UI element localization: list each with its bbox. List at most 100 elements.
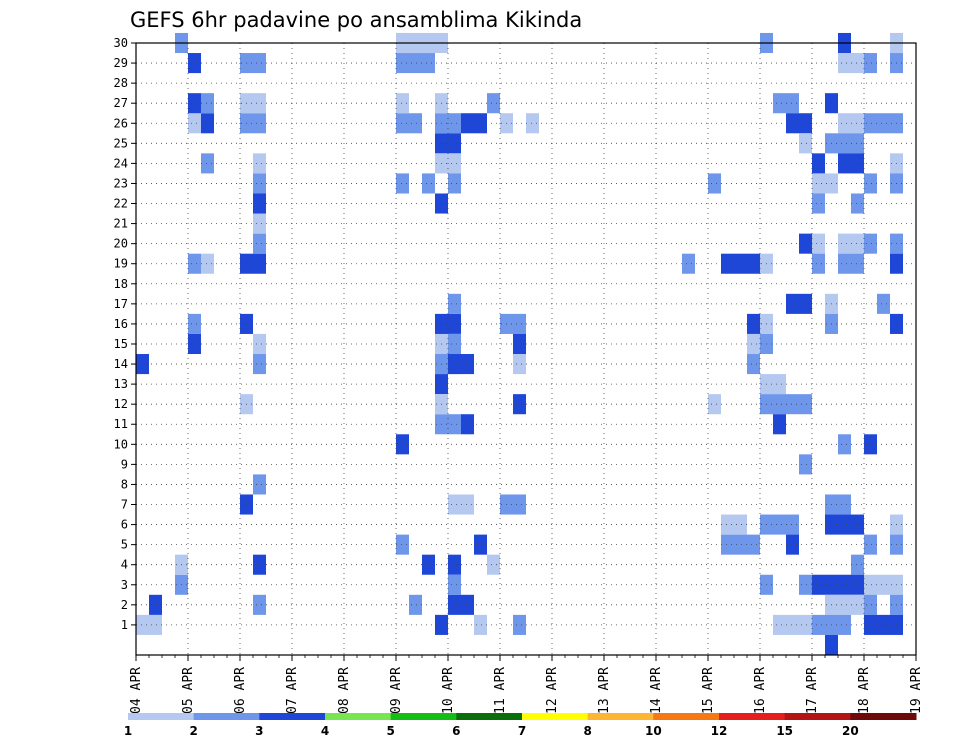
heatmap-cell [448, 574, 461, 595]
heatmap-cell [851, 53, 864, 74]
heatmap-cell [448, 494, 461, 515]
heatmap-cell [136, 354, 149, 375]
heatmap-cell [201, 253, 214, 274]
x-tick-label: 14 APR [649, 667, 664, 714]
heatmap-cells [136, 32, 903, 655]
x-axis: 04 APR 05 APR 06 APR 07 APR 08 APR 09 APR 10 A… [129, 655, 924, 714]
heatmap-cell [747, 333, 760, 355]
x-tick-label: 05 APR [181, 667, 196, 714]
heatmap-cell [448, 313, 461, 334]
heatmap-cell [474, 534, 487, 555]
colorbar-swatch [390, 713, 457, 720]
heatmap-cell [448, 554, 461, 575]
heatmap-cell [253, 213, 266, 234]
heatmap-cell [188, 253, 201, 274]
heatmap-cell [474, 614, 487, 635]
heatmap-cell [838, 253, 851, 274]
colorbar-label: 3 [255, 724, 263, 738]
heatmap-cell [786, 113, 799, 134]
heatmap-cell [136, 614, 149, 635]
heatmap-cell [799, 133, 812, 154]
heatmap-cell [487, 554, 500, 575]
heatmap-cell [864, 233, 877, 254]
heatmap-cell [708, 394, 721, 415]
heatmap-cell [253, 93, 266, 114]
heatmap-cell [799, 233, 812, 254]
heatmap-cell [253, 233, 266, 254]
heatmap-cell [864, 434, 877, 455]
heatmap-cell [851, 554, 864, 575]
heatmap-cell [838, 594, 851, 615]
heatmap-cell [396, 534, 409, 555]
heatmap-cell [747, 354, 760, 375]
y-tick-label: 10 [114, 437, 128, 451]
heatmap-cell [747, 313, 760, 334]
heatmap-cell [253, 354, 266, 375]
heatmap-cell [747, 253, 760, 274]
y-tick-label: 17 [114, 297, 128, 311]
heatmap-cell [786, 514, 799, 535]
heatmap-cell [474, 113, 487, 134]
y-tick-label: 24 [114, 156, 128, 170]
x-tick-label: 19 APR [909, 667, 924, 714]
heatmap-cell [448, 153, 461, 174]
heatmap-cell [864, 594, 877, 615]
heatmap-cell [422, 554, 435, 575]
heatmap-cell [188, 113, 201, 134]
colorbar-label: 1 [124, 724, 132, 738]
y-tick-label: 23 [114, 176, 128, 190]
heatmap-cell [513, 614, 526, 635]
y-tick-label: 27 [114, 96, 128, 110]
heatmap-cell [448, 594, 461, 615]
colorbar-swatch [325, 713, 392, 720]
colorbar-swatch [784, 713, 851, 720]
heatmap-cell [448, 414, 461, 435]
heatmap-cell [409, 594, 422, 615]
heatmap-cell [864, 534, 877, 555]
heatmap-cell [721, 253, 734, 274]
colorbar-swatch [456, 713, 523, 720]
heatmap-cell [838, 153, 851, 174]
heatmap-cell [812, 153, 825, 174]
heatmap-cell [396, 173, 409, 194]
y-tick-label: 25 [114, 136, 128, 150]
colorbar-label: 7 [518, 724, 526, 738]
heatmap-cell [409, 113, 422, 134]
heatmap-cell [721, 534, 734, 555]
heatmap-cell [799, 614, 812, 635]
x-tick-label: 18 APR [857, 667, 872, 714]
heatmap-cell [851, 233, 864, 254]
heatmap-cell [448, 173, 461, 194]
heatmap-cell [851, 253, 864, 274]
y-tick-label: 12 [114, 397, 128, 411]
heatmap-cell [838, 113, 851, 134]
heatmap-cell [448, 113, 461, 134]
heatmap-cell [812, 574, 825, 595]
colorbar-swatch [587, 713, 654, 720]
heatmap-cell [877, 113, 890, 134]
heatmap-cell [877, 574, 890, 595]
heatmap-cell [422, 173, 435, 194]
heatmap-cell [838, 133, 851, 154]
heatmap-cell [812, 193, 825, 214]
colorbar-swatch [522, 713, 589, 720]
heatmap-cell [448, 333, 461, 355]
colorbar-label: 15 [776, 724, 793, 738]
heatmap-cell [253, 594, 266, 615]
heatmap-cell [253, 333, 266, 355]
heatmap-cell [773, 394, 786, 415]
colorbar-label: 2 [189, 724, 197, 738]
y-tick-label: 22 [114, 197, 128, 211]
heatmap-cell [734, 534, 747, 555]
y-tick-label: 21 [114, 217, 128, 231]
heatmap-cell [461, 494, 474, 515]
heatmap-cell [513, 313, 526, 334]
colorbar-swatch [850, 713, 917, 720]
heatmap-cell [773, 374, 786, 395]
colorbar: 1 2 3 4 5 6 7 8 10 12 15 20 [124, 713, 917, 738]
x-tick-label: 09 APR [389, 667, 404, 714]
heatmap-cell [513, 333, 526, 355]
colorbar-label: 5 [386, 724, 394, 738]
colorbar-label: 8 [583, 724, 591, 738]
